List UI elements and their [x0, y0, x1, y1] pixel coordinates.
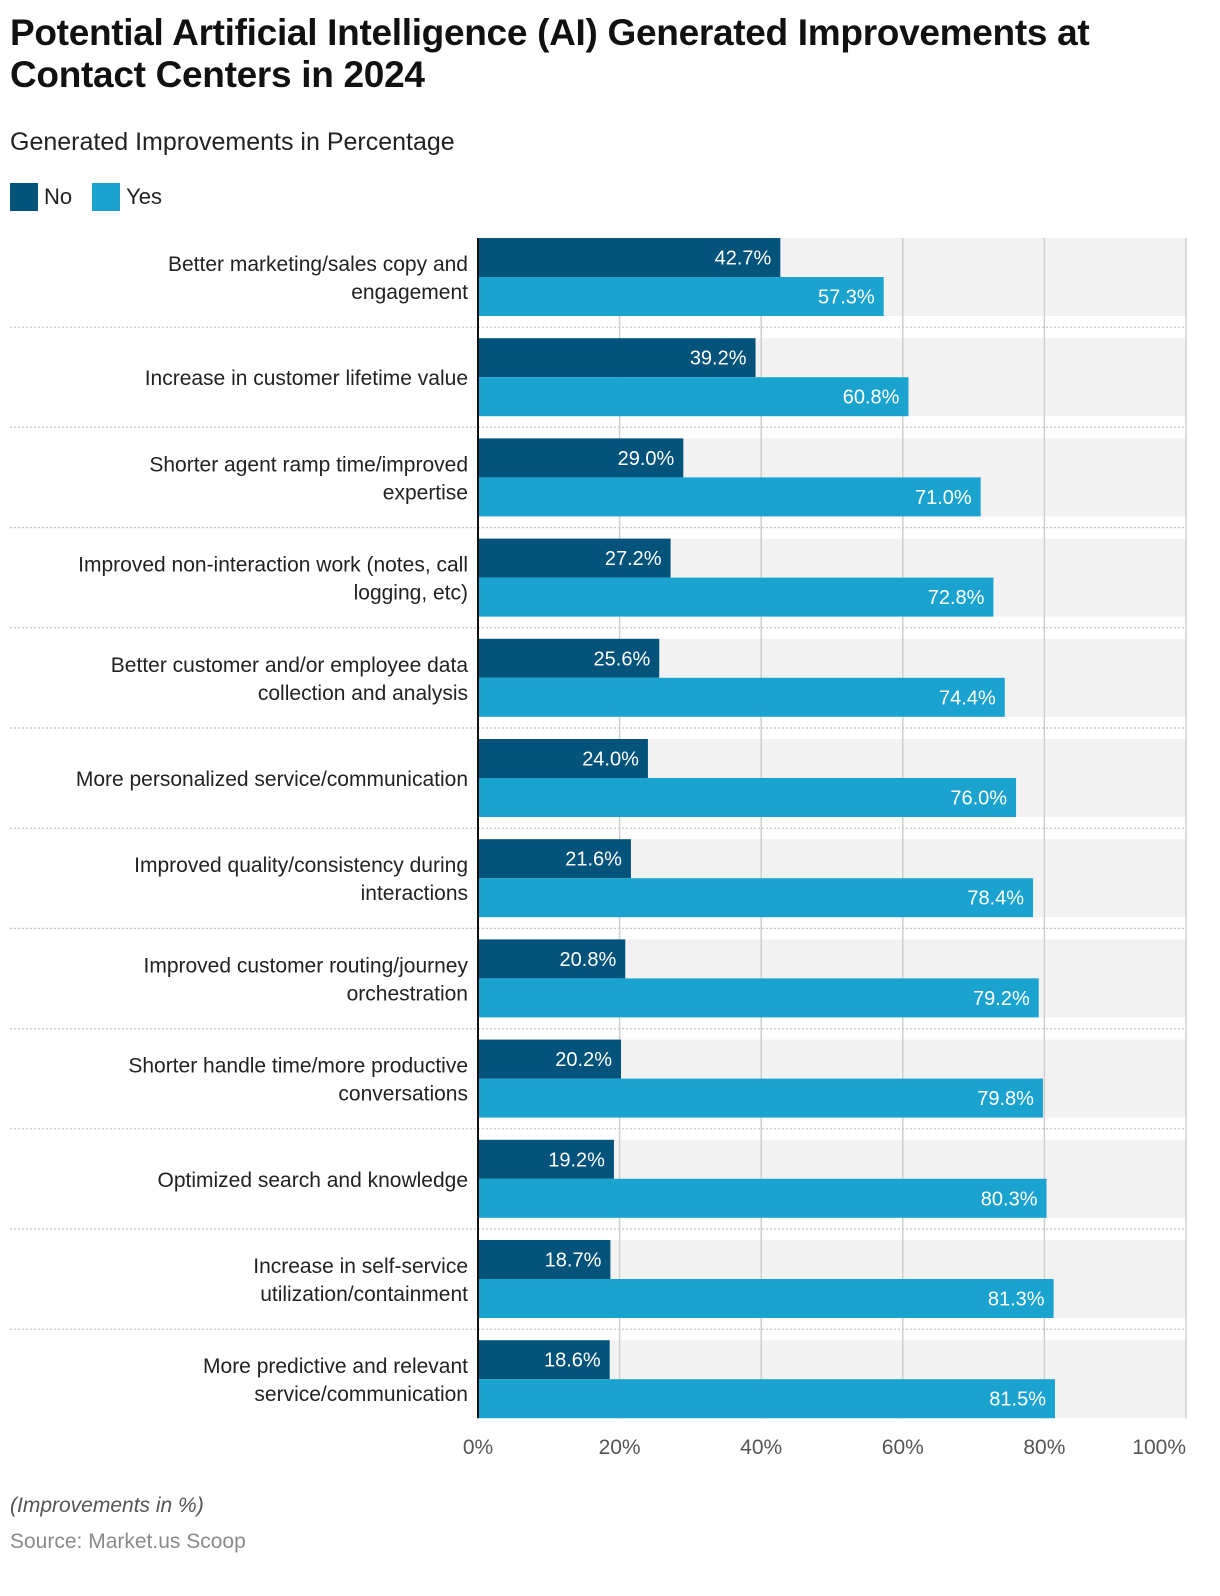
x-tick-label: 100%: [1132, 1436, 1186, 1459]
category-label: interactions: [361, 882, 468, 905]
bar-no: [478, 538, 671, 578]
category-label: logging, etc): [354, 582, 468, 605]
bar-no: [478, 1340, 610, 1380]
data-label-yes: 79.2%: [973, 988, 1030, 1010]
data-label-yes: 71.0%: [915, 487, 972, 509]
category-label: Better customer and/or employee data: [111, 654, 469, 677]
x-tick-label: 80%: [1023, 1436, 1065, 1459]
data-label-no: 25.6%: [594, 648, 651, 670]
bar-yes: [478, 1178, 1047, 1218]
category-label: Increase in self-service: [253, 1255, 468, 1278]
data-label-yes: 76.0%: [950, 788, 1007, 810]
category-label: utilization/containment: [260, 1283, 468, 1306]
data-label-no: 24.0%: [582, 749, 639, 771]
data-label-no: 39.2%: [690, 348, 747, 370]
x-tick-label: 60%: [882, 1436, 924, 1459]
data-label-no: 18.7%: [545, 1250, 602, 1272]
footnote: (Improvements in %): [10, 1494, 204, 1517]
category-label: orchestration: [347, 982, 468, 1005]
category-label: conversations: [338, 1083, 468, 1106]
bar-yes: [478, 377, 909, 417]
category-label: expertise: [383, 481, 468, 504]
category-label: Increase in customer lifetime value: [145, 367, 468, 390]
bar-no: [478, 1039, 622, 1079]
category-label: Better marketing/sales copy and: [168, 253, 468, 276]
data-label-no: 42.7%: [715, 248, 772, 270]
category-label: Improved non-interaction work (notes, ca…: [78, 554, 468, 577]
data-label-yes: 81.5%: [989, 1389, 1046, 1411]
x-tick-label: 40%: [740, 1436, 782, 1459]
data-label-yes: 60.8%: [843, 387, 900, 409]
data-label-yes: 72.8%: [928, 587, 985, 609]
category-label: Shorter agent ramp time/improved: [149, 453, 468, 476]
legend-swatch-yes: [92, 183, 121, 211]
bar-yes: [478, 1379, 1056, 1419]
data-label-yes: 80.3%: [981, 1188, 1038, 1210]
bar-yes: [478, 577, 994, 617]
data-label-yes: 57.3%: [818, 287, 875, 309]
data-label-no: 19.2%: [548, 1149, 605, 1171]
data-label-yes: 74.4%: [939, 687, 996, 709]
legend-label-yes: Yes: [126, 184, 163, 209]
bar-yes: [478, 978, 1039, 1018]
bar-no: [478, 839, 631, 879]
bar-no: [478, 1139, 614, 1179]
data-label-no: 27.2%: [605, 548, 662, 570]
bar-yes: [478, 1078, 1043, 1118]
legend: No Yes: [10, 183, 182, 211]
bar-no: [478, 739, 648, 778]
category-label: More personalized service/communication: [76, 768, 468, 791]
bar-yes: [478, 1279, 1054, 1318]
legend-item-yes[interactable]: Yes: [92, 183, 162, 211]
chart-title: Potential Artificial Intelligence (AI) G…: [10, 12, 1090, 95]
legend-label-no: No: [44, 184, 73, 209]
data-label-no: 29.0%: [618, 448, 675, 470]
category-label: Improved customer routing/journey: [144, 954, 469, 977]
legend-item-no[interactable]: No: [10, 183, 72, 211]
category-label: engagement: [351, 281, 468, 304]
bar-no: [478, 1240, 611, 1279]
bar-yes: [478, 477, 981, 517]
bar-yes: [478, 677, 1005, 717]
bar-yes: [478, 878, 1034, 918]
data-label-no: 20.2%: [555, 1049, 612, 1071]
bar-no: [478, 238, 781, 277]
data-label-no: 21.6%: [565, 849, 622, 871]
bar-chart: 42.7% 39.2% 29.0% 27.2% 25.6% 24.0% 21.6% 20.8%…: [10, 238, 1187, 1459]
category-label: More predictive and relevant: [203, 1355, 468, 1378]
chart-subtitle: Generated Improvements in Percentage: [10, 128, 455, 156]
category-label: collection and analysis: [258, 682, 468, 705]
category-label: service/communication: [254, 1383, 468, 1406]
bar-no: [478, 939, 626, 979]
data-label-no: 20.8%: [560, 949, 617, 971]
bar-yes: [478, 778, 1017, 817]
legend-swatch-no: [10, 183, 38, 211]
bar-no: [478, 338, 756, 378]
category-label: Shorter handle time/more productive: [128, 1055, 468, 1078]
bar-yes: [478, 277, 884, 316]
data-label-yes: 78.4%: [967, 888, 1024, 910]
category-label: Improved quality/consistency during: [134, 854, 468, 877]
data-label-yes: 81.3%: [988, 1289, 1045, 1311]
x-tick-label: 20%: [599, 1436, 641, 1459]
source-text: Source: Market.us Scoop: [10, 1530, 246, 1553]
data-label-no: 18.6%: [544, 1350, 601, 1372]
bar-no: [478, 438, 684, 478]
x-tick-label: 0%: [463, 1436, 493, 1459]
data-label-yes: 79.8%: [977, 1088, 1034, 1110]
category-label: Optimized search and knowledge: [157, 1169, 468, 1192]
bar-no: [478, 638, 660, 678]
